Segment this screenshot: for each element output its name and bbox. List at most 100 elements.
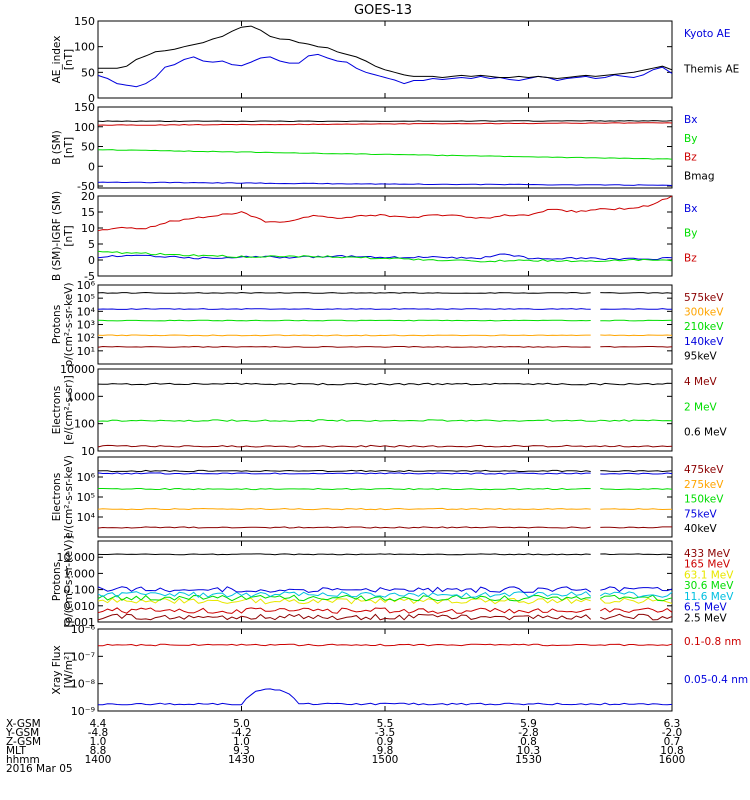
y-axis-label-line: B (SM) (51, 130, 63, 164)
panel-bsm_igrf: -5 0 5 10 15 20 B (SM)-IGRF (SM)[nT] Bx By Bz (51, 190, 697, 283)
series-line-Bz (97, 122, 673, 126)
panel-frame (97, 195, 673, 277)
y-axis-label: B (SM)[nT] (51, 130, 75, 164)
series-line-300keV (97, 334, 673, 337)
series-line-575keV (97, 345, 673, 348)
legend-label: 2.5 MeV (684, 612, 728, 624)
ephemeris-row-label: X-GSM (6, 718, 41, 730)
y-axis-label: B (SM)-IGRF (SM)[nT] (51, 191, 75, 281)
legend-label: Themis AE (683, 64, 739, 76)
y-tick-label: 10⁶ (77, 279, 96, 292)
legend-label: Bz (684, 152, 697, 164)
panel-frame (97, 368, 673, 452)
y-axis-label-line: Electrons (51, 473, 63, 522)
legend-label: 75keV (684, 508, 718, 520)
legend-label: 210keV (684, 321, 724, 333)
panel-ae: 0 50 100 150 AE_index[nT] Kyoto AE Themis AE (51, 15, 739, 105)
y-tick-label: 100 (74, 121, 95, 134)
series-line-95keV (97, 291, 673, 294)
series-line-Kyoto-AE (97, 53, 673, 88)
plot-title: GOES-13 (354, 3, 412, 18)
series-line-75keV (97, 472, 673, 475)
y-tick-label: 0 (88, 254, 95, 267)
ephemeris-value: 10.8 (660, 745, 683, 757)
ephemeris-value: 1.0 (233, 736, 250, 748)
y-axis-label-line: AE_index (51, 36, 63, 84)
ephemeris-value: -4.8 (88, 727, 109, 739)
series-line-433-MeV (97, 613, 673, 621)
y-tick-label: 15 (81, 206, 95, 219)
y-tick-label: -50 (77, 180, 95, 193)
y-tick-label: 10000 (60, 363, 95, 376)
ephemeris-row-label: Z-GSM (6, 736, 41, 748)
ephemeris-value: 4.4 (90, 718, 107, 730)
ephemeris-value: 1530 (515, 754, 542, 766)
legend-label: 575keV (684, 292, 724, 304)
y-axis-label-line: Protons (51, 305, 63, 344)
y-tick-label: 50 (81, 66, 95, 79)
series-line-210keV (97, 319, 673, 322)
y-tick-label: 0.010 (64, 600, 96, 613)
y-tick-label: 10⁴ (77, 511, 96, 524)
series-line-40keV (97, 469, 673, 473)
series-line-2-MeV (97, 419, 673, 422)
legend-label: 275keV (684, 479, 724, 491)
legend-label: 63.1 MeV (684, 569, 734, 581)
y-tick-label: 10 (81, 222, 95, 235)
series-line-475keV (97, 526, 672, 529)
y-tick-label: 100 (74, 41, 95, 54)
ephemeris-row-label: Y-GSM (5, 727, 39, 739)
ephemeris-row-label: 2016 Mar 05 (6, 763, 73, 775)
legend-label: 11.6 MeV (684, 591, 734, 603)
y-tick-label: 10⁴ (77, 305, 96, 318)
y-axis-label-line: p/(cm²-s-sr-keV) (63, 283, 75, 367)
series-line-4-MeV (97, 444, 673, 448)
ephemeris-value: 0.7 (664, 736, 681, 748)
series-line-275keV (97, 507, 673, 511)
y-axis-label-line: [nT] (63, 137, 75, 158)
panel-bsm: -50 0 50 100 150 B (SM)[nT] Bx By Bz Bmag (51, 101, 715, 193)
legend-label: 0.6 MeV (684, 427, 728, 439)
ephemeris-value: 9.3 (233, 745, 250, 757)
panel-frame (97, 628, 673, 712)
ephemeris-value: -2.0 (662, 727, 683, 739)
y-axis-label-line: B (SM)-IGRF (SM) (51, 191, 63, 281)
y-axis-label-line: Xray Flux (51, 645, 63, 694)
y-tick-label: 10.000 (57, 551, 96, 564)
panel-protons_low: 10¹10²10³10⁴10⁵10⁶Protonsp/(cm²-s-sr-keV… (51, 279, 724, 366)
ephemeris-row-label: MLT (6, 745, 26, 757)
legend-label: 140keV (684, 336, 724, 348)
series-line-150keV (98, 487, 673, 491)
y-tick-label: -5 (84, 270, 95, 283)
y-axis-label: Protons[p/(cm²-s-sr-keV)] (51, 535, 75, 627)
y-tick-label: 0 (88, 92, 95, 105)
series-line-Bmag (97, 120, 673, 123)
series-line-0.6-MeV (97, 382, 673, 386)
y-tick-label: 150 (74, 101, 95, 114)
series-line-63.1-MeV (97, 597, 673, 605)
panel-xray: 10⁻⁹ 10⁻⁸ 10⁻⁷ 10⁻⁶ Xray Flux[W/m²] 0.1-0.8 n… (51, 623, 748, 718)
legend-label: 433 MeV (684, 548, 731, 560)
ephemeris-value: -4.2 (231, 727, 252, 739)
legend-label: 2 MeV (684, 401, 718, 413)
y-axis-label-line: Electrons (51, 386, 63, 435)
series-line-140keV (97, 308, 673, 310)
ephemeris-value: 6.3 (664, 718, 681, 730)
legend-label: By (684, 133, 697, 145)
legend-label: 0.1-0.8 nm (684, 636, 741, 648)
ephemeris-value: 1.0 (90, 736, 107, 748)
ephemeris-value: -3.5 (375, 727, 396, 739)
ephemeris-value: 1500 (372, 754, 399, 766)
y-tick-label: 1.000 (64, 567, 96, 580)
ephemeris-value: 1600 (659, 754, 686, 766)
ephemeris-value: 9.8 (377, 745, 394, 757)
legend-label: 475keV (684, 464, 724, 476)
series-line-11.6-MeV (97, 591, 673, 598)
panel-frame (97, 284, 673, 365)
y-axis-label-line: Protons (51, 562, 63, 601)
